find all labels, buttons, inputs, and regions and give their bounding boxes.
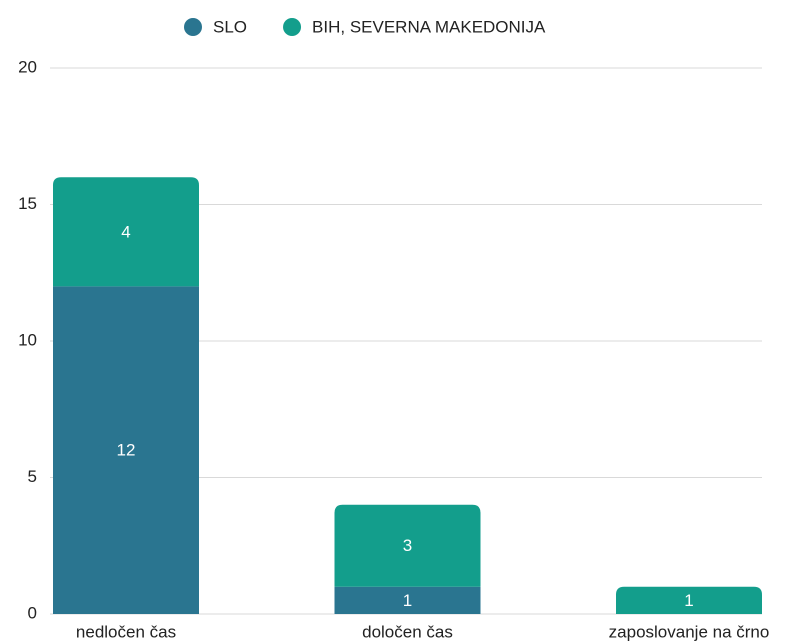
y-tick-label: 5 xyxy=(28,467,37,486)
legend-label: SLO xyxy=(213,17,247,36)
bar-segment xyxy=(616,586,762,614)
x-tick-label: določen čas xyxy=(362,622,453,641)
y-tick-label: 0 xyxy=(28,603,37,622)
bar-segment xyxy=(334,504,481,587)
bar-segment xyxy=(53,286,199,614)
legend-marker xyxy=(184,18,202,36)
data-label: 3 xyxy=(403,536,412,555)
y-tick-label: 10 xyxy=(18,330,37,349)
data-label: 12 xyxy=(117,441,136,460)
y-tick-label: 15 xyxy=(18,194,37,213)
bar-segment xyxy=(334,586,481,614)
x-tick-label: nedločen čas xyxy=(76,622,176,641)
legend-label: BIH, SEVERNA MAKEDONIJA xyxy=(312,17,546,36)
legend-marker xyxy=(283,18,302,36)
y-tick-label: 20 xyxy=(18,57,37,76)
bar-segment xyxy=(53,177,199,287)
data-label: 1 xyxy=(684,591,693,610)
x-tick-label: zaposlovanje na črno xyxy=(609,622,770,641)
data-label: 4 xyxy=(121,222,130,241)
data-label: 1 xyxy=(403,591,412,610)
